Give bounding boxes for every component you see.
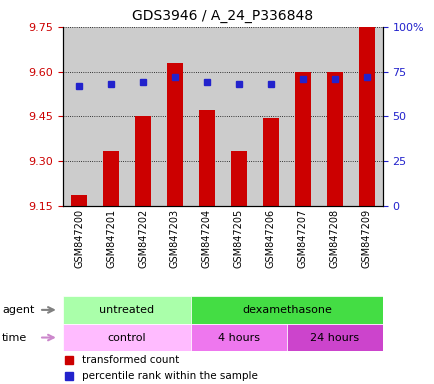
Bar [286, 324, 382, 351]
Bar [103, 151, 119, 206]
Bar [63, 324, 191, 351]
Bar [63, 296, 191, 324]
Text: time: time [2, 333, 27, 343]
Text: 4 hours: 4 hours [217, 333, 260, 343]
Bar [286, 27, 318, 206]
Bar [254, 27, 286, 206]
Bar [262, 118, 278, 206]
Bar [167, 63, 183, 206]
Text: agent: agent [2, 305, 34, 315]
Bar [95, 27, 127, 206]
Bar [294, 72, 310, 206]
Bar [223, 27, 254, 206]
Bar [159, 27, 191, 206]
Text: dexamethasone: dexamethasone [241, 305, 331, 315]
Title: GDS3946 / A_24_P336848: GDS3946 / A_24_P336848 [132, 9, 313, 23]
Bar [63, 27, 95, 206]
Bar [326, 72, 342, 206]
Bar [135, 116, 151, 206]
Bar [127, 27, 159, 206]
Bar [358, 27, 374, 206]
Text: control: control [108, 333, 146, 343]
Text: percentile rank within the sample: percentile rank within the sample [82, 371, 257, 381]
Bar [191, 27, 223, 206]
Bar [230, 151, 247, 206]
Bar [191, 324, 286, 351]
Text: 24 hours: 24 hours [309, 333, 358, 343]
Text: transformed count: transformed count [82, 354, 179, 364]
Bar [198, 110, 214, 206]
Bar [318, 27, 350, 206]
Text: untreated: untreated [99, 305, 154, 315]
Bar [191, 296, 382, 324]
Bar [350, 27, 382, 206]
Bar [71, 195, 87, 206]
